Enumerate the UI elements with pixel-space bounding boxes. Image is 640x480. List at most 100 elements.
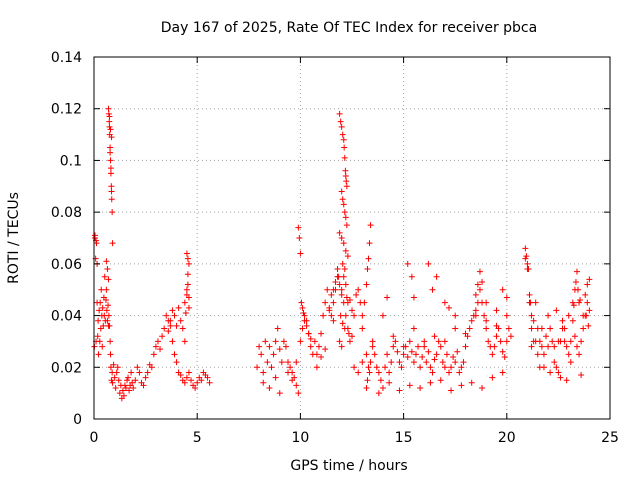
data-point bbox=[301, 317, 308, 324]
data-point bbox=[346, 338, 353, 345]
data-point bbox=[121, 382, 128, 389]
data-point bbox=[472, 307, 479, 314]
data-point bbox=[585, 322, 592, 329]
data-point bbox=[528, 325, 535, 332]
data-point bbox=[417, 364, 424, 371]
data-point bbox=[297, 250, 304, 257]
data-point bbox=[570, 302, 577, 309]
grid-lines bbox=[94, 57, 610, 419]
data-point bbox=[276, 390, 283, 397]
data-point bbox=[421, 343, 428, 350]
data-point bbox=[107, 351, 114, 358]
data-point bbox=[493, 322, 500, 329]
data-point bbox=[429, 286, 436, 293]
data-point bbox=[446, 304, 453, 311]
y-tick-label: 0.14 bbox=[51, 50, 82, 66]
data-point bbox=[373, 364, 380, 371]
data-point bbox=[173, 359, 180, 366]
x-axis-label: GPS time / hours bbox=[290, 458, 407, 474]
data-point bbox=[175, 304, 182, 311]
data-point bbox=[547, 325, 554, 332]
data-point bbox=[565, 351, 572, 358]
data-point bbox=[105, 312, 112, 319]
data-point bbox=[349, 333, 355, 340]
data-point bbox=[359, 325, 366, 332]
data-point bbox=[369, 338, 376, 345]
data-point bbox=[394, 348, 401, 355]
data-point bbox=[450, 353, 457, 360]
data-point bbox=[425, 348, 432, 355]
data-point bbox=[336, 281, 343, 288]
data-point bbox=[355, 286, 362, 293]
data-point bbox=[343, 178, 350, 185]
data-point bbox=[334, 266, 341, 273]
data-point bbox=[254, 364, 261, 371]
data-point bbox=[481, 312, 488, 319]
data-point bbox=[95, 351, 102, 358]
data-point bbox=[96, 338, 103, 345]
data-point bbox=[364, 377, 371, 384]
y-axis-label: ROTI / TECUs bbox=[6, 192, 22, 284]
data-point bbox=[425, 260, 432, 267]
data-point bbox=[582, 291, 589, 298]
data-point bbox=[109, 209, 116, 216]
data-point bbox=[181, 299, 188, 306]
data-point bbox=[152, 343, 159, 350]
data-point bbox=[337, 312, 344, 319]
data-point bbox=[142, 374, 149, 381]
data-point bbox=[532, 299, 539, 306]
data-point bbox=[315, 343, 322, 350]
data-point bbox=[338, 343, 345, 350]
data-point bbox=[167, 322, 174, 329]
data-point bbox=[543, 333, 550, 340]
data-point bbox=[98, 286, 105, 293]
data-point bbox=[287, 364, 294, 371]
data-point bbox=[386, 379, 393, 386]
data-point bbox=[105, 110, 112, 117]
data-point bbox=[522, 245, 529, 252]
data-point bbox=[336, 229, 343, 236]
data-point bbox=[359, 312, 366, 319]
data-point bbox=[371, 351, 378, 358]
data-point bbox=[472, 291, 479, 298]
data-point bbox=[330, 299, 337, 306]
data-point bbox=[431, 356, 438, 363]
data-point bbox=[485, 338, 492, 345]
data-point bbox=[505, 325, 512, 332]
data-point bbox=[468, 317, 475, 324]
data-point bbox=[431, 333, 438, 340]
data-point bbox=[102, 297, 109, 304]
data-point bbox=[188, 377, 195, 384]
data-point bbox=[545, 312, 552, 319]
x-tick-label: 0 bbox=[90, 430, 99, 446]
data-point bbox=[181, 338, 188, 345]
data-point bbox=[441, 299, 448, 306]
data-point bbox=[256, 343, 263, 350]
data-point bbox=[120, 392, 127, 399]
data-point bbox=[125, 374, 132, 381]
data-point bbox=[489, 374, 496, 381]
data-point bbox=[547, 369, 554, 376]
data-point bbox=[555, 369, 562, 376]
data-point bbox=[161, 325, 168, 332]
data-point bbox=[169, 307, 176, 314]
data-point bbox=[433, 351, 440, 358]
data-point bbox=[338, 286, 345, 293]
data-point bbox=[384, 294, 391, 301]
data-point bbox=[112, 384, 119, 391]
data-point bbox=[272, 374, 279, 381]
data-point bbox=[183, 291, 190, 298]
data-point bbox=[126, 387, 133, 394]
data-point bbox=[553, 364, 560, 371]
data-point bbox=[99, 343, 106, 350]
data-point bbox=[557, 374, 564, 381]
data-point bbox=[366, 369, 373, 376]
x-tick-label: 5 bbox=[193, 430, 202, 446]
data-point bbox=[192, 384, 199, 391]
data-point bbox=[417, 384, 424, 391]
data-point bbox=[336, 110, 343, 117]
data-point bbox=[337, 118, 344, 125]
data-point bbox=[129, 379, 136, 386]
data-point bbox=[326, 307, 333, 314]
data-point bbox=[479, 278, 486, 285]
